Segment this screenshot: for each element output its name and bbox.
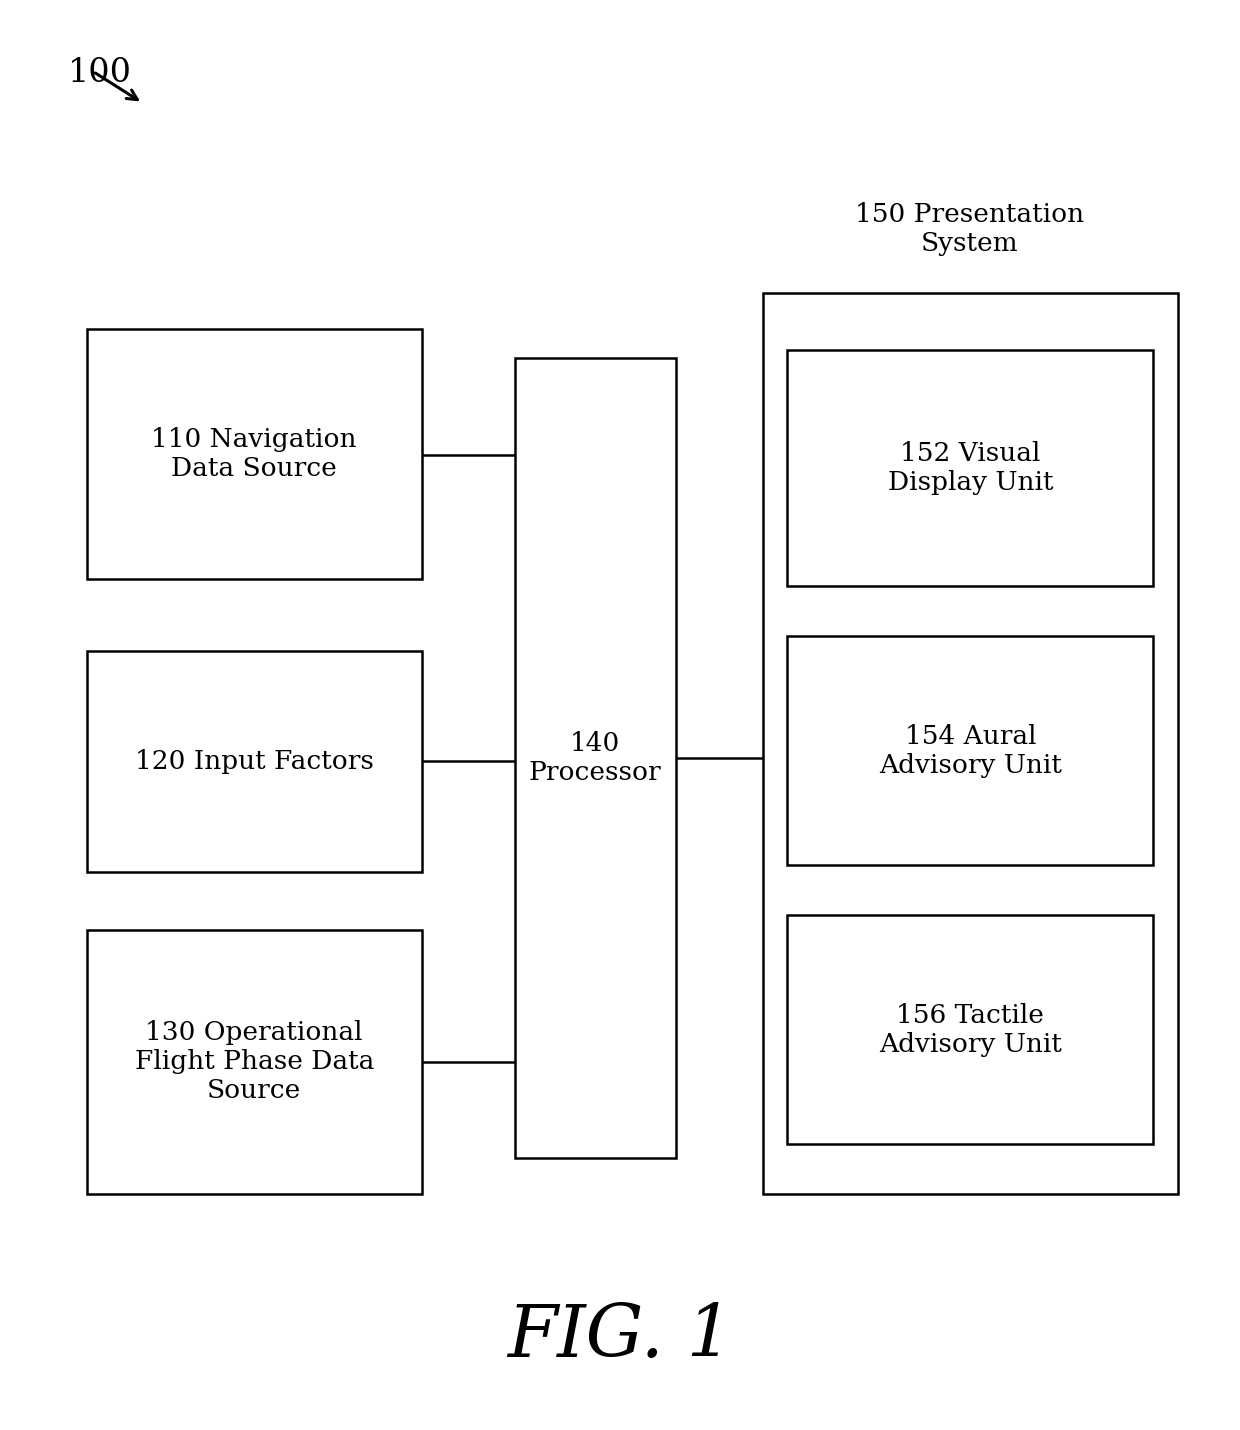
Text: 152 Visual
Display Unit: 152 Visual Display Unit [888, 442, 1053, 495]
FancyBboxPatch shape [787, 350, 1153, 586]
Text: 110 Navigation
Data Source: 110 Navigation Data Source [151, 428, 357, 480]
FancyBboxPatch shape [787, 636, 1153, 865]
Text: 150 Presentation
System: 150 Presentation System [856, 202, 1084, 256]
Text: 130 Operational
Flight Phase Data
Source: 130 Operational Flight Phase Data Source [134, 1020, 374, 1104]
FancyBboxPatch shape [87, 930, 422, 1194]
Text: 154 Aural
Advisory Unit: 154 Aural Advisory Unit [879, 724, 1061, 778]
FancyBboxPatch shape [787, 915, 1153, 1144]
Text: 156 Tactile
Advisory Unit: 156 Tactile Advisory Unit [879, 1002, 1061, 1057]
FancyBboxPatch shape [87, 329, 422, 579]
FancyBboxPatch shape [87, 651, 422, 872]
FancyBboxPatch shape [515, 358, 676, 1158]
Text: 120 Input Factors: 120 Input Factors [135, 749, 373, 774]
FancyBboxPatch shape [763, 293, 1178, 1194]
Text: 100: 100 [68, 57, 133, 89]
Text: FIG. 1: FIG. 1 [507, 1301, 733, 1373]
Text: 140
Processor: 140 Processor [529, 731, 661, 785]
